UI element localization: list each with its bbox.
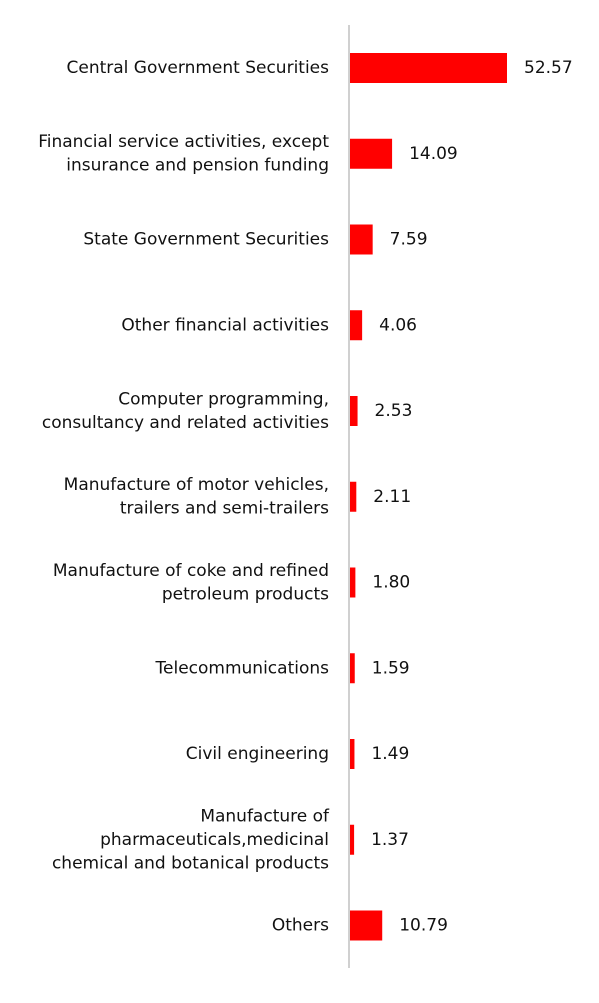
bar	[350, 567, 356, 598]
data-label: 14.09	[409, 144, 458, 164]
category-tick-label-line: chemical and botanical products	[52, 853, 329, 873]
category-tick-label-line: insurance and pension funding	[66, 156, 329, 176]
category-tick-label: Telecommunications	[155, 658, 330, 678]
category-tick-label: Manufacture of motor vehicles, trailers a…	[64, 475, 329, 519]
category-tick-label-line: Others	[272, 916, 329, 936]
category-tick-label-line: Manufacture of	[200, 806, 330, 826]
category-tick-label-line: Central Government Securities	[66, 58, 329, 78]
category-tick-label: Financial service activities, except insu…	[38, 132, 329, 176]
category-tick-label: Manufacture of coke and refined petroleum…	[53, 561, 329, 605]
category-tick-label-line: State Government Securities	[83, 230, 329, 250]
category-tick-label-line: Manufacture of motor vehicles,	[64, 475, 329, 495]
data-label: 1.37	[371, 830, 409, 850]
bar	[350, 653, 355, 684]
category-tick-label-line: Computer programming,	[118, 389, 329, 409]
data-label: 7.59	[390, 230, 428, 250]
bar	[350, 310, 363, 341]
bar	[350, 396, 358, 426]
category-tick-label-line: trailers and semi-trailers	[120, 499, 329, 519]
data-label: 1.59	[372, 658, 410, 678]
category-tick-label: State Government Securities	[83, 230, 329, 250]
data-label: 1.80	[372, 573, 410, 593]
bar	[350, 481, 357, 512]
category-tick-label-line: Telecommunications	[155, 658, 330, 678]
bar	[350, 53, 507, 83]
category-tick-label: Civil engineering	[186, 744, 329, 764]
data-label: 2.11	[373, 487, 411, 507]
data-label: 2.53	[375, 401, 413, 421]
category-tick-label: Computer programming, consultancy and rel…	[42, 389, 329, 433]
category-tick-label-line: Other financial activities	[121, 315, 329, 335]
category-tick-label-line: Manufacture of coke and refined	[53, 561, 329, 581]
bar	[350, 739, 355, 769]
category-tick-label: Others	[272, 916, 329, 936]
data-label: 52.57	[524, 58, 573, 78]
data-label: 10.79	[399, 916, 448, 936]
category-tick-label: Other financial activities	[121, 315, 329, 335]
data-label: 1.49	[371, 744, 409, 764]
category-tick-label-line: Financial service activities, except	[38, 132, 329, 152]
category-tick-label-line: consultancy and related activities	[42, 413, 329, 433]
category-tick-label: Central Government Securities	[66, 58, 329, 78]
data-label: 4.06	[379, 315, 417, 335]
category-tick-label-line: pharmaceuticals,medicinal	[100, 830, 329, 850]
bar	[350, 138, 393, 169]
bar	[350, 910, 383, 941]
bar	[350, 224, 373, 255]
category-tick-label: Manufacture of pharmaceuticals,medicinal c…	[52, 806, 330, 873]
category-tick-label-line: petroleum products	[162, 584, 329, 604]
bar	[350, 824, 355, 855]
category-tick-label-line: Civil engineering	[186, 744, 329, 764]
